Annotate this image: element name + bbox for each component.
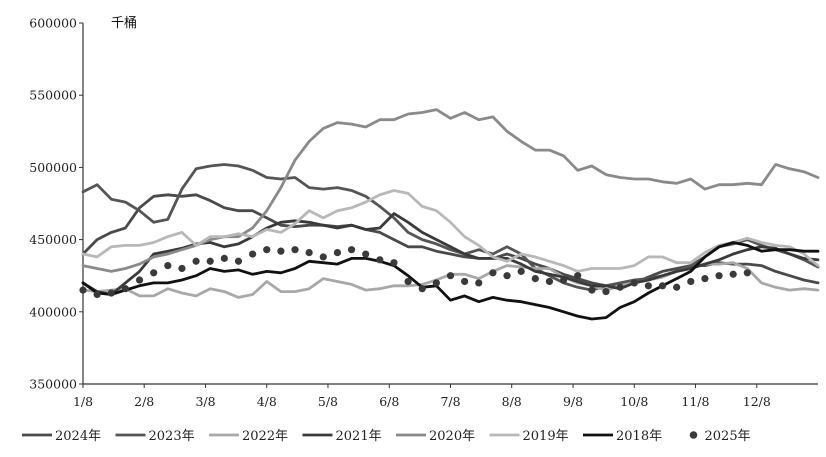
data-point: [489, 269, 497, 277]
data-point: [602, 287, 610, 296]
data-point: [701, 274, 709, 283]
legend-item: 2019年: [489, 429, 569, 444]
y-tick-label: 500000: [29, 160, 77, 175]
legend-item: 2024年: [22, 429, 101, 444]
data-point: [658, 282, 667, 290]
data-point: [404, 277, 412, 286]
data-point: [135, 276, 144, 284]
legend-item: 2021年: [302, 429, 382, 444]
data-point: [588, 286, 596, 294]
series-2023年: [81, 163, 820, 292]
legend-label: 2022年: [242, 429, 288, 444]
x-tick-label: 1/8: [73, 394, 93, 409]
data-point: [503, 272, 511, 280]
legend-label: 2018年: [616, 429, 662, 444]
series-2019年: [81, 189, 820, 273]
x-tick-label: 7/8: [440, 394, 460, 409]
data-point: [432, 279, 440, 287]
y-tick-label: 600000: [29, 16, 77, 31]
x-tick-label: 6/8: [379, 394, 399, 409]
x-tick-label: 10/8: [620, 394, 648, 409]
x-tick-label: 8/8: [502, 394, 522, 409]
x-tick-label: 11/8: [681, 394, 709, 409]
axes: [79, 22, 818, 388]
data-point: [517, 267, 525, 275]
y-tick-label: 450000: [29, 232, 77, 247]
x-tick-label: 3/8: [195, 394, 215, 409]
data-point: [192, 257, 200, 265]
data-point: [630, 279, 638, 287]
data-point: [531, 274, 539, 283]
data-point: [93, 290, 101, 299]
legend-item: 2020年: [396, 429, 475, 444]
series-2025年: [79, 246, 751, 299]
data-point: [206, 257, 214, 265]
data-point: [743, 269, 751, 277]
data-point: [574, 272, 582, 280]
data-point: [729, 270, 737, 278]
data-point: [277, 247, 285, 255]
data-point: [461, 277, 469, 286]
x-tick-label: 4/8: [257, 394, 277, 409]
data-point: [376, 256, 384, 264]
legend-label: 2023年: [149, 429, 195, 444]
x-tick-label: 12/8: [743, 394, 771, 409]
series-line: [81, 108, 820, 273]
data-point: [446, 272, 455, 280]
data-point: [291, 246, 299, 254]
legend-label: 2020年: [429, 429, 475, 444]
series-line: [81, 189, 820, 273]
data-point: [263, 246, 271, 254]
legend-marker: [689, 431, 698, 439]
data-point: [164, 261, 172, 270]
data-point: [333, 248, 342, 257]
series-2020年: [81, 108, 820, 273]
y-tick-label: 350000: [29, 377, 77, 392]
data-point: [475, 279, 483, 287]
y-tick-label: 400000: [29, 304, 77, 319]
data-point: [107, 289, 115, 297]
data-point: [616, 283, 624, 291]
legend-label: 2019年: [523, 429, 569, 444]
series-2018年: [81, 241, 820, 321]
data-point: [687, 277, 695, 286]
data-point: [220, 254, 228, 262]
data-point: [150, 269, 158, 277]
x-tick-label: 9/8: [563, 394, 583, 409]
data-point: [390, 259, 398, 267]
y-axis-tick-labels: 600000 550000 500000 450000 400000 350000: [29, 16, 77, 392]
legend-label: 2024年: [55, 429, 101, 444]
legend-label: 2025年: [705, 429, 751, 444]
data-point: [362, 250, 370, 258]
x-axis-tick-labels: 1/8 2/8 3/8 4/8 5/8 6/8 7/8 8/8 9/8 10/8 11/8 12/8: [73, 394, 771, 409]
y-tick-label: 550000: [29, 88, 77, 103]
data-point: [121, 285, 130, 293]
data-point: [644, 282, 652, 290]
legend-item: 2023年: [115, 429, 195, 444]
series-line: [81, 163, 820, 292]
legend-label: 2021年: [336, 429, 382, 444]
x-tick-label: 5/8: [318, 394, 338, 409]
data-point: [715, 272, 723, 280]
legend: 2024年 2023年 2022年 2021年 2020年 2019年 2018年 2025年: [22, 429, 751, 444]
data-point: [249, 250, 257, 258]
legend-item: 2022年: [209, 429, 288, 444]
series-layer: [79, 108, 820, 321]
data-point: [178, 264, 186, 273]
legend-item: 2025年: [689, 429, 751, 444]
data-point: [559, 276, 568, 284]
y-axis-unit-label: 千桶: [111, 16, 137, 31]
data-point: [319, 253, 327, 261]
series-line: [81, 241, 820, 321]
data-point: [79, 286, 87, 294]
legend-item: 2018年: [583, 429, 662, 444]
data-point: [305, 248, 313, 257]
data-point: [418, 285, 426, 293]
data-point: [347, 246, 356, 254]
data-point: [234, 257, 243, 265]
data-point: [673, 283, 681, 291]
data-point: [545, 277, 554, 286]
x-tick-label: 2/8: [134, 394, 154, 409]
